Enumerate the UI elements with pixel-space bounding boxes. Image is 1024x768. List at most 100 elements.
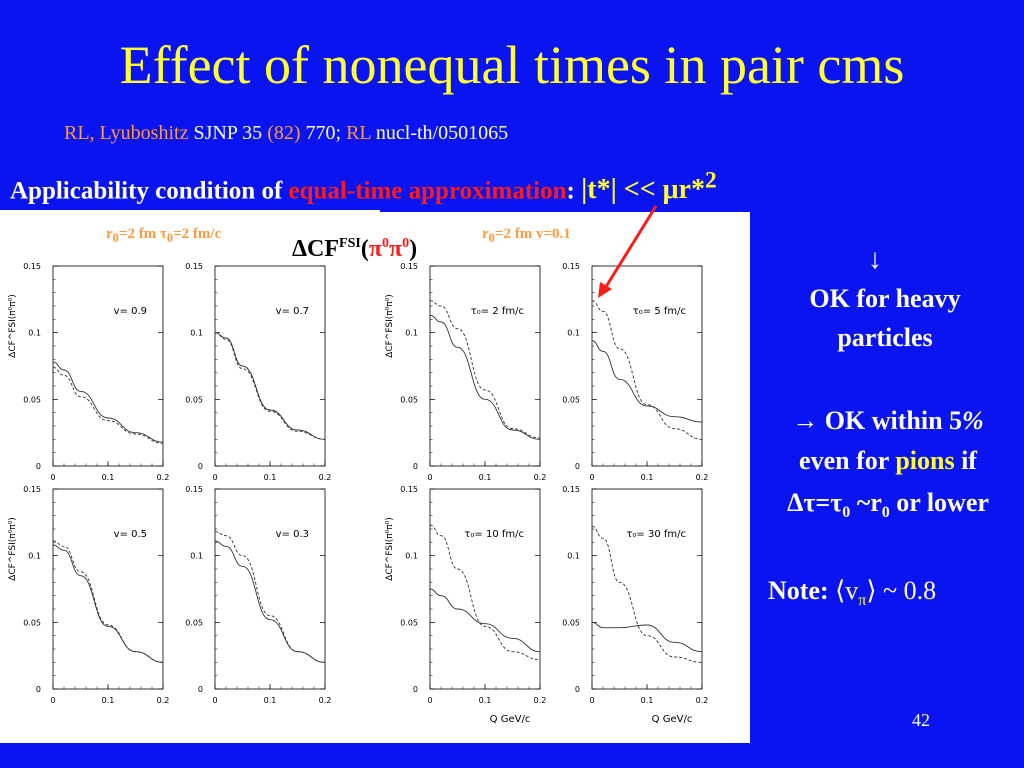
cf-pi2-sup: 0 bbox=[402, 236, 410, 251]
cond-colon: : bbox=[566, 177, 582, 205]
series-line-dashed-6 bbox=[429, 524, 541, 661]
ytick-label-1: 0.05 bbox=[185, 395, 203, 404]
ok5-3sub2: 0 bbox=[881, 504, 890, 522]
xtick-label-0: 0 bbox=[50, 473, 55, 482]
ref-author2: RL bbox=[346, 122, 371, 144]
xtick-label-3: 0 bbox=[589, 473, 594, 482]
ok5-3a: Δτ=τ bbox=[787, 488, 843, 517]
ok5-3c: or lower bbox=[889, 488, 989, 517]
cf-pi1-sup: 0 bbox=[382, 236, 389, 251]
ok5-2c: if bbox=[954, 446, 977, 475]
xtick-label-5: 0.1 bbox=[264, 696, 277, 705]
lt-b: =2 fm τ bbox=[118, 226, 167, 242]
rt-a: r bbox=[482, 226, 489, 242]
ytick-label-4: 0.1 bbox=[28, 552, 41, 561]
note-c: ⟩ ~ 0.8 bbox=[866, 576, 937, 605]
note-a: Note: bbox=[768, 576, 836, 605]
ytick-label-3: 0.05 bbox=[562, 395, 580, 404]
ytick-label-0: 0.05 bbox=[23, 395, 41, 404]
cond-text: Applicability condition of bbox=[10, 177, 289, 205]
plot-frame-4 bbox=[52, 488, 164, 690]
ok5-line3: Δτ=τ0 ~r0 or lower bbox=[756, 488, 1020, 522]
cf-b: ( bbox=[360, 236, 369, 262]
ref-year: (82) bbox=[267, 122, 301, 144]
xtick-label-0: 0.2 bbox=[157, 473, 170, 482]
xtick-label-6: 0.2 bbox=[534, 696, 547, 705]
panel-label-0: v= 0.9 bbox=[114, 306, 147, 317]
ok5-3b: ~r bbox=[850, 488, 882, 517]
note-b: ⟨v bbox=[835, 576, 859, 605]
series-line-dashed-2 bbox=[429, 300, 541, 439]
red-arrow-head-icon bbox=[598, 282, 612, 298]
xtick-label-4: 0 bbox=[50, 696, 55, 705]
rt-sub0: 0 bbox=[488, 231, 495, 245]
ytick-label-0: 0 bbox=[36, 462, 41, 471]
lt-sub1: 0 bbox=[166, 231, 174, 245]
xtick-label-0: 0.1 bbox=[102, 473, 115, 482]
plot-frame-6 bbox=[429, 488, 541, 690]
y-axis-label-0: ΔCF^FSI(π⁰π⁰) bbox=[8, 294, 18, 358]
ref-authors: RL, Lyuboshitz bbox=[64, 122, 189, 144]
arrow-down-icon: ↓ bbox=[868, 244, 882, 275]
cond-highlight: equal-time approximation bbox=[288, 177, 567, 205]
panel-label-1: v= 0.7 bbox=[276, 306, 309, 317]
panel-label-5: v= 0.3 bbox=[276, 529, 309, 540]
ok5-3sub: 0 bbox=[842, 504, 851, 522]
ytick-label-2: 0 bbox=[413, 462, 418, 471]
red-arrow-line bbox=[602, 205, 658, 291]
panel-label-3: τ₀= 5 fm/c bbox=[633, 306, 686, 317]
ytick-label-5: 0 bbox=[198, 685, 203, 694]
ytick-label-0: 0.15 bbox=[23, 262, 41, 271]
ytick-label-1: 0 bbox=[198, 462, 203, 471]
plot-frame-3 bbox=[591, 265, 703, 467]
x-axis-label-6: Q GeV/c bbox=[490, 714, 531, 725]
cf-a: ΔCF bbox=[292, 236, 340, 262]
ref-page: 770; bbox=[300, 122, 347, 144]
xtick-label-3: 0.2 bbox=[696, 473, 709, 482]
xtick-label-7: 0 bbox=[589, 696, 594, 705]
note-line: Note: ⟨vπ⟩ ~ 0.8 bbox=[768, 576, 936, 610]
ytick-label-3: 0.15 bbox=[562, 262, 580, 271]
y-axis-label-6: ΔCF^FSI(π⁰π⁰) bbox=[385, 517, 395, 581]
ytick-label-2: 0.05 bbox=[400, 395, 418, 404]
series-line-solid-2 bbox=[429, 314, 541, 440]
ytick-label-4: 0 bbox=[36, 685, 41, 694]
ytick-label-2: 0.1 bbox=[405, 329, 418, 338]
cond-formula-sup: 2 bbox=[704, 168, 717, 194]
xtick-label-5: 0.2 bbox=[319, 696, 332, 705]
series-line-solid-3 bbox=[591, 340, 703, 423]
xtick-label-7: 0.1 bbox=[641, 696, 654, 705]
right-plot-title: r0=2 fm v=0.1 bbox=[482, 226, 571, 246]
ytick-label-3: 0.1 bbox=[567, 329, 580, 338]
series-line-solid-5 bbox=[214, 540, 326, 663]
xtick-label-4: 0.1 bbox=[102, 696, 115, 705]
ok5-1a: → OK within 5 bbox=[792, 406, 963, 435]
series-line-dashed-3 bbox=[591, 300, 703, 440]
ytick-label-6: 0.15 bbox=[400, 485, 418, 494]
plot-frame-1 bbox=[214, 265, 326, 467]
ytick-label-0: 0.1 bbox=[28, 329, 41, 338]
ytick-label-1: 0.1 bbox=[190, 329, 203, 338]
series-line-dashed-5 bbox=[214, 531, 326, 663]
applicability-condition: Applicability condition of equal-time ap… bbox=[10, 168, 717, 206]
rt-b: =2 fm v=0.1 bbox=[494, 226, 571, 242]
ytick-label-5: 0.05 bbox=[185, 618, 203, 627]
ok-heavy-line2: particles bbox=[837, 323, 933, 352]
series-line-solid-1 bbox=[214, 332, 326, 440]
series-line-dashed-1 bbox=[214, 332, 326, 440]
ytick-label-5: 0.15 bbox=[185, 485, 203, 494]
ytick-label-7: 0.1 bbox=[567, 552, 580, 561]
xtick-label-2: 0.1 bbox=[479, 473, 492, 482]
xtick-label-7: 0.2 bbox=[696, 696, 709, 705]
xtick-label-6: 0.1 bbox=[479, 696, 492, 705]
ok5-line1: → OK within 5% bbox=[756, 406, 1020, 436]
plot-panel bbox=[0, 212, 750, 743]
series-line-solid-6 bbox=[429, 588, 541, 653]
xtick-label-1: 0 bbox=[212, 473, 217, 482]
series-line-dashed-4 bbox=[52, 540, 164, 663]
ok5-line2: even for pions if bbox=[756, 446, 1020, 476]
cond-formula: |t*| << μr*2 bbox=[581, 168, 717, 205]
xtick-label-5: 0 bbox=[212, 696, 217, 705]
xtick-label-6: 0 bbox=[427, 696, 432, 705]
